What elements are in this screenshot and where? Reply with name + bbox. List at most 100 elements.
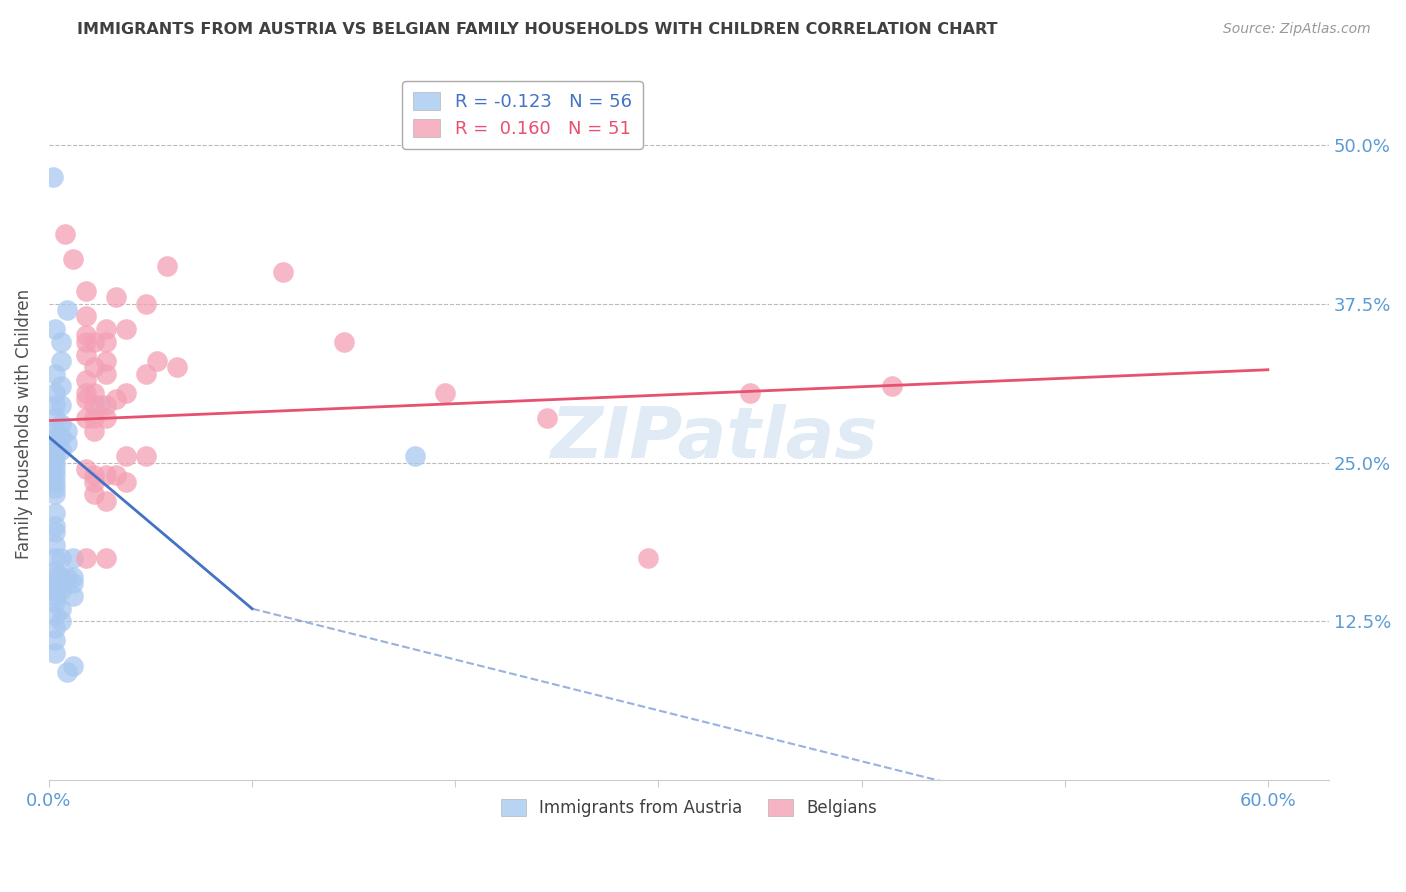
Point [44, 525, 66, 540]
Text: Source: ZipAtlas.com: Source: ZipAtlas.com [1223, 22, 1371, 37]
Point [94, 334, 117, 349]
Point [135, 367, 157, 381]
Point [44, 424, 66, 438]
Point [44, 475, 66, 489]
Point [56, 303, 79, 318]
Point [49, 582, 72, 597]
Point [75, 373, 97, 387]
Point [145, 354, 167, 368]
Point [44, 487, 66, 501]
Point [49, 398, 72, 412]
Point [83, 475, 105, 489]
Point [44, 411, 66, 425]
Point [75, 334, 97, 349]
Point [75, 284, 97, 298]
Point [83, 411, 105, 425]
Point [49, 354, 72, 368]
Point [44, 430, 66, 444]
Legend: Immigrants from Austria, Belgians: Immigrants from Austria, Belgians [492, 790, 884, 825]
Point [53, 227, 76, 241]
Point [83, 468, 105, 483]
Point [94, 411, 117, 425]
Point [75, 550, 97, 565]
Point [62, 589, 84, 603]
Y-axis label: Family Households with Children: Family Households with Children [15, 289, 32, 559]
Point [49, 430, 72, 444]
Point [44, 646, 66, 660]
Point [83, 398, 105, 412]
Point [49, 570, 72, 584]
Point [404, 449, 426, 463]
Point [738, 385, 761, 400]
Point [44, 367, 66, 381]
Point [94, 367, 117, 381]
Point [44, 550, 66, 565]
Point [75, 462, 97, 476]
Point [44, 570, 66, 584]
Point [75, 385, 97, 400]
Point [637, 550, 659, 565]
Point [332, 334, 354, 349]
Point [94, 468, 117, 483]
Point [44, 595, 66, 609]
Text: IMMIGRANTS FROM AUSTRIA VS BELGIAN FAMILY HOUSEHOLDS WITH CHILDREN CORRELATION C: IMMIGRANTS FROM AUSTRIA VS BELGIAN FAMIL… [77, 22, 998, 37]
Point [880, 379, 903, 393]
Point [75, 347, 97, 361]
Point [536, 411, 558, 425]
Point [62, 550, 84, 565]
Point [94, 322, 117, 336]
Point [44, 621, 66, 635]
Point [115, 385, 138, 400]
Point [62, 659, 84, 673]
Point [49, 379, 72, 393]
Point [44, 582, 66, 597]
Point [44, 462, 66, 476]
Point [166, 360, 188, 375]
Point [44, 322, 66, 336]
Point [62, 576, 84, 591]
Point [42, 169, 65, 184]
Point [56, 570, 79, 584]
Text: ZIPatlas: ZIPatlas [551, 404, 879, 473]
Point [56, 436, 79, 450]
Point [44, 633, 66, 648]
Point [105, 290, 128, 304]
Point [44, 449, 66, 463]
Point [75, 310, 97, 324]
Point [115, 449, 138, 463]
Point [56, 424, 79, 438]
Point [83, 360, 105, 375]
Point [44, 608, 66, 623]
Point [56, 665, 79, 680]
Point [62, 570, 84, 584]
Point [44, 564, 66, 578]
Point [75, 392, 97, 406]
Point [44, 436, 66, 450]
Point [44, 507, 66, 521]
Point [44, 468, 66, 483]
Point [105, 468, 128, 483]
Point [83, 334, 105, 349]
Point [49, 615, 72, 629]
Point [49, 417, 72, 432]
Point [44, 442, 66, 457]
Point [44, 519, 66, 533]
Point [75, 411, 97, 425]
Point [271, 265, 294, 279]
Point [44, 456, 66, 470]
Point [83, 424, 105, 438]
Point [83, 385, 105, 400]
Point [49, 601, 72, 615]
Point [94, 354, 117, 368]
Point [62, 252, 84, 267]
Point [44, 576, 66, 591]
Point [89, 398, 111, 412]
Point [49, 550, 72, 565]
Point [434, 385, 457, 400]
Point [135, 296, 157, 310]
Point [49, 334, 72, 349]
Point [44, 589, 66, 603]
Point [49, 442, 72, 457]
Point [83, 487, 105, 501]
Point [75, 328, 97, 343]
